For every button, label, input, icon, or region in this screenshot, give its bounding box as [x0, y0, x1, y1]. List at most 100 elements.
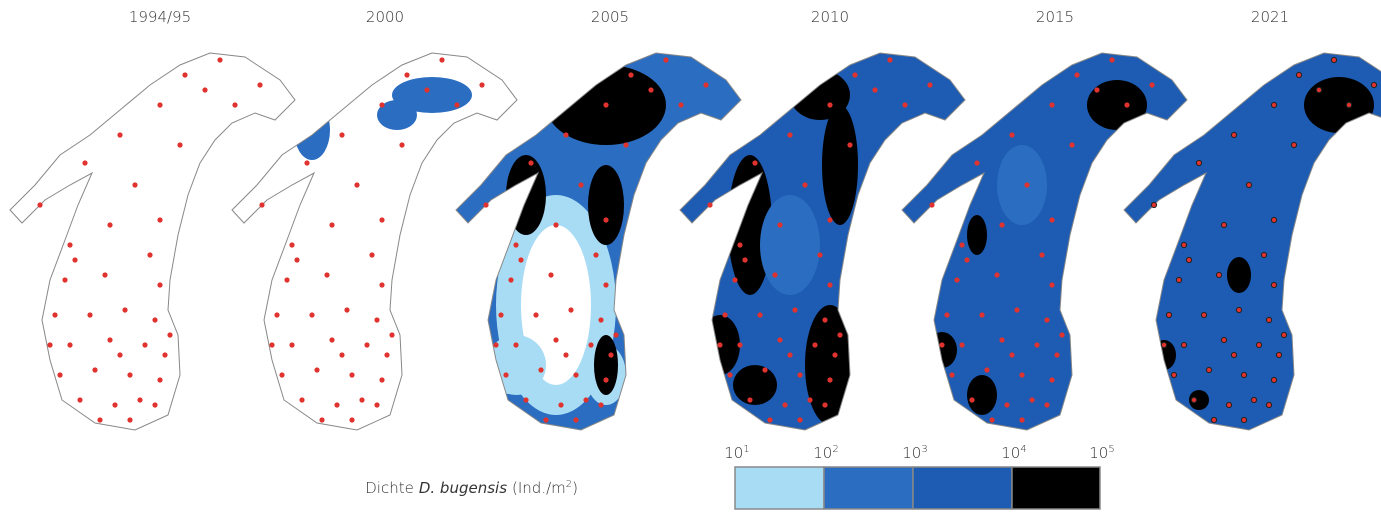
legend-tick-label: 103	[902, 444, 927, 462]
sample-site	[97, 417, 102, 422]
sample-site	[162, 352, 167, 357]
sample-site	[994, 272, 999, 277]
year-label: 2010	[811, 8, 849, 26]
sample-site	[112, 402, 117, 407]
density-zone	[733, 365, 777, 405]
sample-site	[399, 142, 404, 147]
density-zone	[1227, 257, 1251, 293]
sample-site	[782, 402, 787, 407]
legend-title-species: D. bugensis	[419, 479, 507, 497]
sample-site	[827, 282, 832, 287]
density-zone	[822, 105, 858, 225]
sample-site	[1014, 307, 1019, 312]
sample-site	[167, 332, 172, 337]
legend-swatch	[913, 467, 1012, 509]
sample-site	[493, 342, 498, 347]
sample-site	[1044, 402, 1049, 407]
legend-swatch	[735, 467, 824, 509]
sample-site	[1221, 222, 1226, 227]
sample-site	[563, 352, 568, 357]
sample-site	[1221, 337, 1226, 342]
sample-site	[1109, 57, 1114, 62]
sample-site	[309, 312, 314, 317]
legend-tick-exp: 1	[743, 444, 749, 455]
sample-site	[1049, 377, 1054, 382]
sample-site	[92, 367, 97, 372]
sample-site	[339, 132, 344, 137]
sample-site	[1019, 372, 1024, 377]
sample-site	[678, 102, 683, 107]
sample-site	[523, 397, 528, 402]
sample-site	[232, 102, 237, 107]
sample-site	[1181, 242, 1186, 247]
sample-site	[1069, 142, 1074, 147]
sample-site	[817, 252, 822, 257]
sample-site	[747, 397, 752, 402]
sample-site	[732, 277, 737, 282]
legend-tick-base: 10	[1089, 444, 1108, 462]
sample-site	[797, 372, 802, 377]
sample-site	[344, 307, 349, 312]
legend-tick-label: 102	[813, 444, 838, 462]
year-label: 2021	[1251, 8, 1289, 26]
legend-swatch	[824, 467, 913, 509]
density-zone	[967, 215, 987, 255]
sample-site	[37, 202, 42, 207]
sample-site	[1231, 132, 1236, 137]
sample-site	[147, 252, 152, 257]
sample-site	[62, 277, 67, 282]
density-zone	[805, 305, 855, 425]
legend-tick-label: 101	[724, 444, 749, 462]
sample-site	[354, 182, 359, 187]
sample-site	[127, 372, 132, 377]
density-zones	[486, 65, 666, 415]
sample-site	[152, 402, 157, 407]
sample-site	[269, 342, 274, 347]
sample-site	[777, 222, 782, 227]
sample-site	[102, 272, 107, 277]
sample-site	[157, 377, 162, 382]
sample-site	[1271, 377, 1276, 382]
legend-tick-label: 105	[1089, 444, 1114, 462]
figure: DichteD. bugensis(Ind./m2) 1011021031041…	[0, 0, 1381, 532]
sample-site	[1161, 342, 1166, 347]
density-zone	[927, 332, 957, 368]
year-label: 2000	[366, 8, 404, 26]
legend-tick-base: 10	[724, 444, 743, 462]
sample-site	[339, 352, 344, 357]
sample-site	[1054, 352, 1059, 357]
sample-site	[1296, 72, 1301, 77]
sample-site	[598, 317, 603, 322]
sample-site	[369, 252, 374, 257]
sample-site	[202, 87, 207, 92]
sample-site	[279, 372, 284, 377]
sample-site	[1281, 332, 1286, 337]
sample-site	[568, 307, 573, 312]
sample-site	[182, 72, 187, 77]
lake-fill	[10, 53, 295, 430]
legend-tick-exp: 3	[921, 444, 927, 455]
sample-site	[603, 217, 608, 222]
year-label: 2005	[591, 8, 629, 26]
sample-site	[1276, 352, 1281, 357]
sample-site	[1211, 417, 1216, 422]
sample-site	[588, 342, 593, 347]
maps	[10, 53, 1381, 430]
sample-site	[1149, 82, 1154, 87]
sample-site	[999, 337, 1004, 342]
sample-site	[1236, 307, 1241, 312]
sample-site	[1044, 317, 1049, 322]
legend-tick-exp: 2	[832, 444, 838, 455]
sample-site	[1206, 367, 1211, 372]
sample-site	[703, 82, 708, 87]
sample-site	[359, 397, 364, 402]
sample-site	[1024, 182, 1029, 187]
sample-site	[832, 352, 837, 357]
sample-site	[984, 367, 989, 372]
sample-site	[294, 257, 299, 262]
sample-site	[812, 342, 817, 347]
sample-site	[379, 102, 384, 107]
legend-tick-base: 10	[813, 444, 832, 462]
sample-site	[454, 102, 459, 107]
